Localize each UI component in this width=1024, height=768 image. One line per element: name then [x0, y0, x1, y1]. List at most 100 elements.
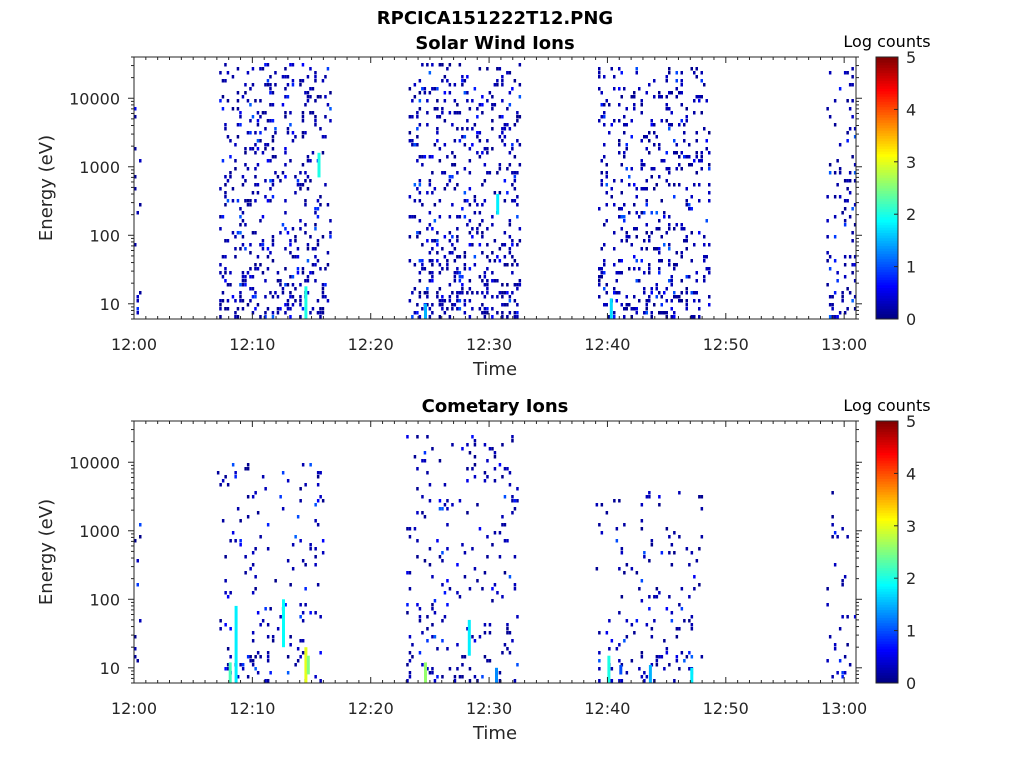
spectrogram-cell	[833, 195, 837, 199]
spectrogram-cell	[231, 199, 235, 203]
spectrogram-cell	[670, 283, 673, 287]
spectrogram-cell	[428, 183, 432, 187]
spectrogram-cell	[463, 303, 467, 307]
spectrogram-cell	[139, 535, 142, 539]
spectrogram-cell	[501, 99, 504, 103]
spectrogram-cell	[421, 63, 424, 67]
colorbar-segment	[876, 559, 898, 563]
spectrogram-cell	[658, 147, 661, 151]
x-tick-label: 12:30	[466, 699, 512, 718]
spectrogram-cell	[675, 223, 678, 227]
spectrogram-cell	[443, 255, 447, 259]
spectrogram-cell	[703, 235, 706, 239]
spectrogram-cell	[458, 299, 462, 303]
spectrogram-cell	[468, 203, 472, 207]
spectrogram-cell	[266, 83, 270, 87]
spectrogram-hotspot	[495, 667, 498, 683]
spectrogram-cell	[299, 187, 302, 191]
spectrogram-cell	[513, 123, 517, 127]
spectrogram-cell	[246, 463, 250, 467]
spectrogram-cell	[618, 139, 621, 143]
spectrogram-cell	[443, 99, 447, 103]
spectrogram-cell	[441, 111, 444, 115]
spectrogram-cell	[249, 199, 252, 203]
spectrogram-cell	[316, 471, 320, 475]
spectrogram-cell	[605, 99, 608, 103]
spectrogram-cell	[431, 275, 434, 279]
spectrogram-cell	[620, 179, 623, 183]
spectrogram-cell	[501, 79, 504, 83]
spectrogram-cell	[663, 291, 666, 295]
spectrogram-cell	[643, 163, 646, 167]
spectrogram-cell	[483, 275, 487, 279]
spectrogram-cell	[613, 179, 616, 183]
spectrogram-cell	[843, 655, 847, 659]
colorbar-segment	[876, 517, 898, 521]
spectrogram-cell	[665, 651, 669, 655]
spectrogram-cell	[678, 155, 681, 159]
spectrogram-cell	[269, 91, 272, 95]
spectrogram-cell	[640, 675, 644, 679]
spectrogram-cell	[261, 111, 265, 115]
spectrogram-cell	[448, 239, 452, 243]
colorbar-segment	[876, 622, 898, 626]
spectrogram-cell	[269, 75, 272, 79]
spectrogram-cell	[643, 555, 646, 559]
spectrogram-cell	[503, 127, 507, 131]
spectrogram-cell	[294, 191, 297, 195]
spectrogram-cell	[456, 227, 459, 231]
spectrogram-cell	[231, 231, 235, 235]
spectrogram-cell	[413, 143, 417, 147]
spectrogram-cell	[316, 299, 320, 303]
spectrogram-cell	[630, 307, 633, 311]
spectrogram-cell	[244, 275, 247, 279]
spectrogram-cell	[843, 311, 847, 315]
spectrogram-cell	[848, 255, 852, 259]
spectrogram-cell	[306, 159, 310, 163]
spectrogram-cell	[301, 463, 305, 467]
spectrogram-cell	[658, 175, 661, 179]
spectrogram-cell	[421, 495, 424, 499]
spectrogram-cell	[319, 651, 322, 655]
spectrogram-cell	[276, 307, 280, 311]
spectrogram-cell	[486, 307, 489, 311]
spectrogram-cell	[256, 147, 260, 151]
spectrogram-cell	[254, 99, 257, 103]
spectrogram-cell	[448, 299, 452, 303]
spectrogram-cell	[276, 311, 280, 315]
spectrogram-cell	[635, 311, 638, 315]
spectrogram-cell	[284, 311, 287, 315]
spectrogram-cell	[421, 243, 424, 247]
spectrogram-cell	[431, 227, 434, 231]
spectrogram-cell	[416, 467, 419, 471]
spectrogram-cell	[503, 467, 507, 471]
spectrogram-cell	[251, 295, 255, 299]
spectrogram-cell	[418, 191, 422, 195]
spectrogram-cell	[675, 251, 678, 255]
spectrogram-cell	[136, 295, 139, 299]
spectrogram-cell	[503, 539, 507, 543]
spectrogram-cell	[309, 179, 312, 183]
spectrogram-cell	[668, 535, 671, 539]
spectrogram-cell	[264, 679, 267, 683]
spectrogram-hotspot	[234, 605, 238, 683]
spectrogram-cell	[675, 87, 678, 91]
spectrogram-cell	[486, 659, 489, 663]
spectrogram-cell	[239, 115, 242, 119]
spectrogram-cell	[264, 295, 267, 299]
spectrogram-cell	[473, 675, 477, 679]
spectrogram-cell	[670, 299, 673, 303]
spectrogram-cell	[516, 487, 519, 491]
spectrogram-cell	[234, 475, 237, 479]
spectrogram-cell	[249, 147, 252, 151]
colorbar-segment	[876, 98, 898, 102]
spectrogram-cell	[630, 659, 634, 663]
spectrogram-cell	[299, 79, 302, 83]
spectrogram-cell	[473, 255, 477, 259]
spectrogram-cell	[668, 663, 671, 667]
spectrogram-cell	[643, 311, 646, 315]
spectrogram-cell	[613, 315, 616, 319]
spectrogram-cell	[416, 143, 419, 147]
spectrogram-cell	[468, 267, 472, 271]
spectrogram-cell	[648, 271, 651, 275]
